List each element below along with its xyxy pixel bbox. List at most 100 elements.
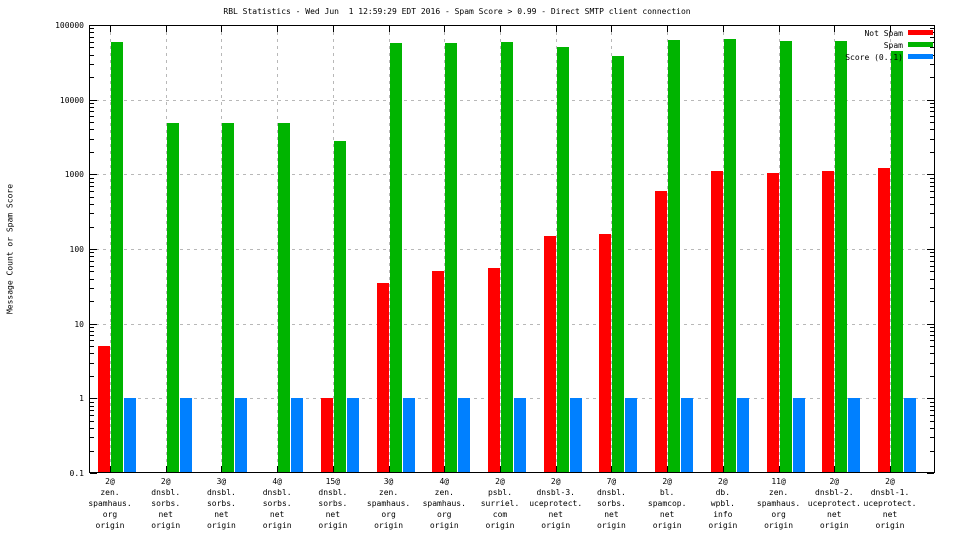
x-tick bbox=[723, 466, 724, 472]
y-minor-tick bbox=[90, 42, 94, 43]
x-tick bbox=[779, 26, 780, 32]
bar-not-spam bbox=[432, 271, 445, 472]
y-minor-tick bbox=[90, 288, 94, 289]
y-minor-tick bbox=[90, 335, 94, 336]
bar-not-spam bbox=[655, 190, 668, 472]
x-tick bbox=[333, 26, 334, 32]
bar-not-spam bbox=[710, 171, 723, 472]
x-tick bbox=[277, 26, 278, 32]
bar-spam bbox=[278, 123, 291, 472]
bar-spam bbox=[445, 43, 458, 472]
x-tick bbox=[500, 26, 501, 32]
y-minor-tick bbox=[930, 47, 934, 48]
bar-spam bbox=[333, 140, 346, 472]
bar-spam bbox=[389, 42, 402, 472]
y-minor-tick bbox=[90, 227, 94, 228]
y-minor-tick bbox=[930, 346, 934, 347]
y-minor-tick bbox=[90, 353, 94, 354]
x-tick bbox=[611, 466, 612, 472]
x-tick-label: 4@ zen. spamhaus. org origin bbox=[422, 477, 466, 530]
x-tick bbox=[500, 466, 501, 472]
bar-not-spam bbox=[878, 168, 890, 472]
bar-not-spam bbox=[543, 235, 556, 472]
x-tick-label: 2@ db. wpbl. info origin bbox=[708, 477, 738, 530]
x-tick bbox=[834, 26, 835, 32]
y-minor-tick bbox=[930, 116, 934, 117]
y-minor-tick bbox=[930, 197, 934, 198]
bar-score-0-1- bbox=[792, 398, 805, 472]
x-tick bbox=[333, 466, 334, 472]
x-tick bbox=[667, 466, 668, 472]
bar-spam bbox=[111, 41, 123, 472]
x-tick bbox=[556, 466, 557, 472]
bar-score-0-1- bbox=[402, 398, 415, 472]
y-minor-tick bbox=[930, 77, 934, 78]
y-minor-tick bbox=[90, 116, 94, 117]
legend-swatch bbox=[908, 30, 933, 35]
x-tick bbox=[556, 26, 557, 32]
y-minor-tick bbox=[930, 261, 934, 262]
y-tick-label: 100 bbox=[69, 245, 84, 254]
y-major-tick bbox=[90, 324, 97, 325]
chart-title: RBL Statistics - Wed Jun 1 12:59:29 EDT … bbox=[223, 7, 691, 16]
y-minor-tick bbox=[90, 428, 94, 429]
y-minor-tick bbox=[930, 64, 934, 65]
y-minor-tick bbox=[930, 103, 934, 104]
y-minor-tick bbox=[90, 213, 94, 214]
bar-score-0-1- bbox=[736, 398, 749, 472]
bar-spam bbox=[501, 41, 513, 472]
y-minor-tick bbox=[930, 451, 934, 452]
y-minor-tick bbox=[930, 279, 934, 280]
y-minor-tick bbox=[90, 410, 94, 411]
y-minor-tick bbox=[930, 186, 934, 187]
bar-spam bbox=[556, 47, 569, 472]
y-minor-tick bbox=[90, 152, 94, 153]
y-minor-tick bbox=[930, 363, 934, 364]
x-tick bbox=[444, 466, 445, 472]
y-major-tick bbox=[927, 398, 934, 399]
x-tick-label: 15@ dnsbl. sorbs. net origin bbox=[318, 477, 348, 530]
y-minor-tick bbox=[930, 353, 934, 354]
y-minor-tick bbox=[930, 227, 934, 228]
y-minor-tick bbox=[90, 415, 94, 416]
y-minor-tick bbox=[90, 32, 94, 33]
y-minor-tick bbox=[930, 340, 934, 341]
y-tick-label: 10 bbox=[74, 320, 84, 329]
x-tick-label: 2@ dnsbl-1. uceprotect. net origin bbox=[863, 477, 917, 530]
x-tick bbox=[389, 466, 390, 472]
x-tick bbox=[221, 466, 222, 472]
bar-not-spam bbox=[822, 171, 835, 472]
y-minor-tick bbox=[930, 191, 934, 192]
y-minor-tick bbox=[930, 213, 934, 214]
bar-score-0-1- bbox=[458, 398, 471, 472]
y-major-tick bbox=[90, 473, 97, 474]
y-minor-tick bbox=[930, 139, 934, 140]
x-tick bbox=[667, 26, 668, 32]
y-minor-tick bbox=[90, 129, 94, 130]
y-tick-label: 0.1 bbox=[69, 469, 84, 478]
y-minor-tick bbox=[930, 256, 934, 257]
x-tick-label: 2@ zen. spamhaus. org origin bbox=[88, 477, 132, 530]
y-minor-tick bbox=[90, 191, 94, 192]
y-minor-tick bbox=[90, 256, 94, 257]
y-major-tick bbox=[90, 174, 97, 175]
y-minor-tick bbox=[930, 178, 934, 179]
bar-score-0-1- bbox=[625, 398, 638, 472]
x-tick bbox=[221, 26, 222, 32]
y-minor-tick bbox=[90, 55, 94, 56]
y-minor-tick bbox=[930, 327, 934, 328]
x-tick-label: 3@ zen. spamhaus. org origin bbox=[366, 477, 411, 530]
y-major-tick bbox=[927, 100, 934, 101]
y-minor-tick bbox=[930, 288, 934, 289]
y-minor-tick bbox=[930, 421, 934, 422]
x-tick-label: 2@ bl. spamcop. net origin bbox=[647, 477, 687, 530]
y-minor-tick bbox=[90, 266, 94, 267]
bar-score-0-1- bbox=[514, 398, 526, 472]
bar-not-spam bbox=[376, 283, 389, 472]
bar-spam bbox=[891, 50, 903, 472]
x-tick-label: 2@ dnsbl-2. uceprotect. net origin bbox=[807, 477, 861, 530]
x-tick bbox=[723, 26, 724, 32]
x-tick bbox=[389, 26, 390, 32]
y-minor-tick bbox=[90, 28, 94, 29]
